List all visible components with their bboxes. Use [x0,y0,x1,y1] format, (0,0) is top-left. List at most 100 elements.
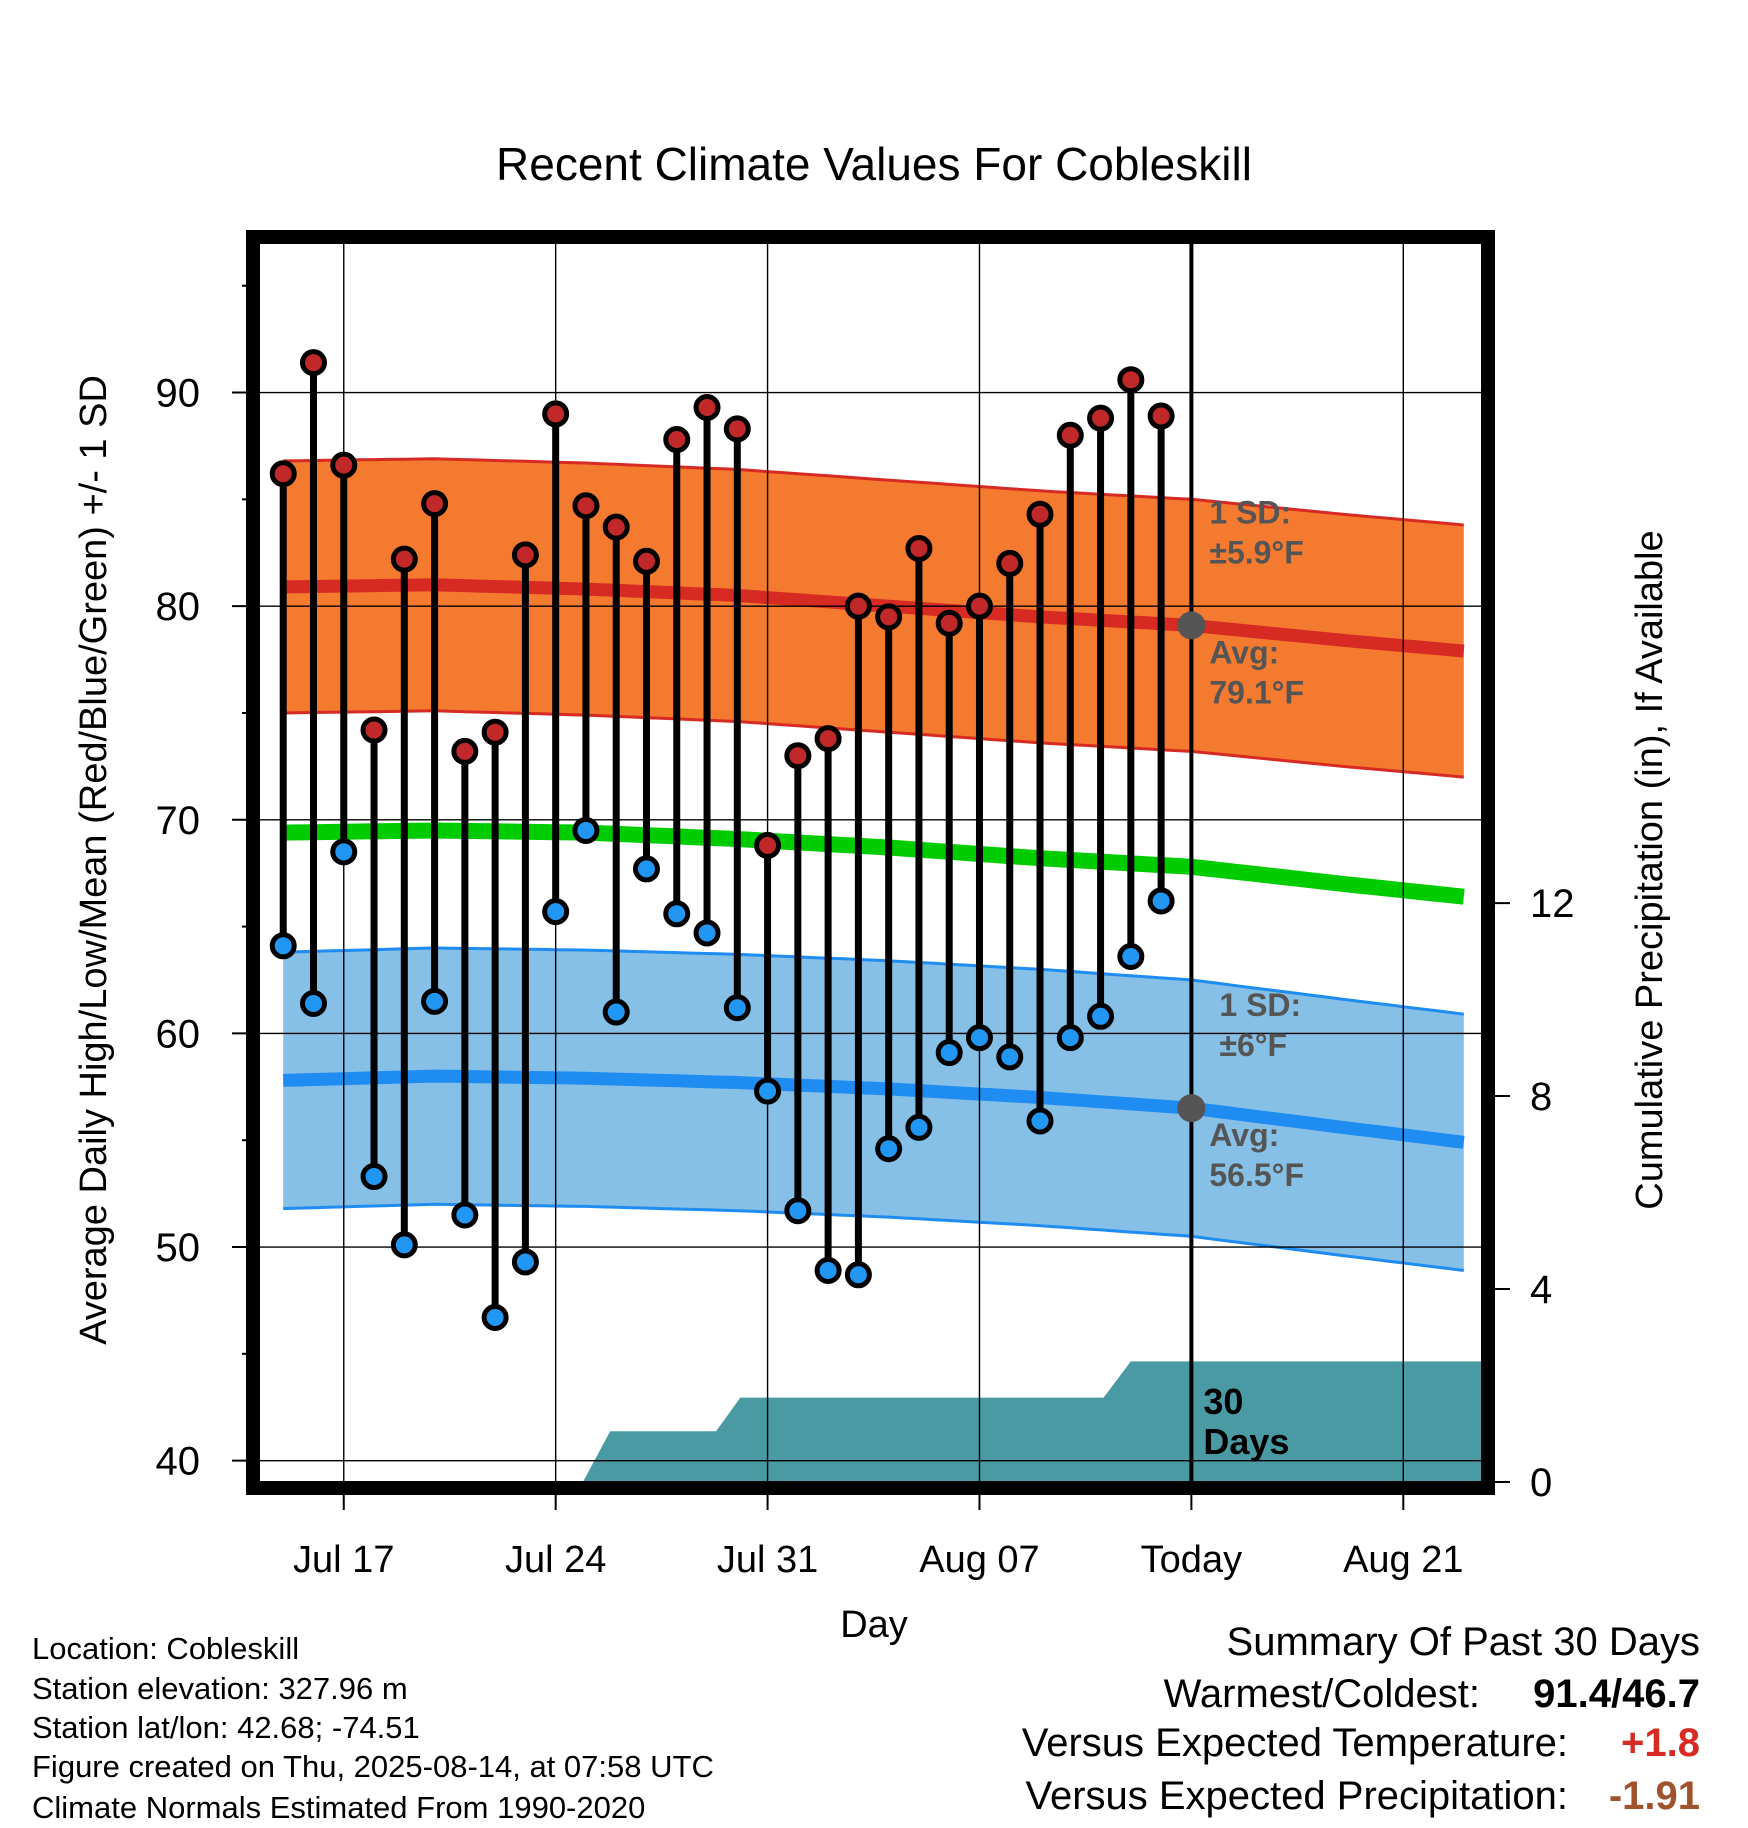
high-temp-point [330,451,358,479]
high-temp-point [1056,421,1084,449]
low-temp-point [663,900,691,928]
y-tick-label: 40 [156,1440,201,1484]
days-count-number: 30 [1203,1381,1243,1422]
high-temp-point [875,603,903,631]
low-temp-point [905,1113,933,1141]
low-temp-point [451,1201,479,1229]
high-normal-line [283,578,1465,658]
low-temp-point [390,1231,418,1259]
low-temp-point [784,1197,812,1225]
mean-normal-line [283,822,1465,905]
y2-tick-label: 12 [1530,882,1575,926]
high-temp-point [1087,404,1115,432]
y-tick-label: 50 [156,1226,201,1270]
high-temp-point [844,592,872,620]
high-avg-marker [1177,611,1206,640]
low-temp-point [360,1163,388,1191]
high-temp-point [996,549,1024,577]
high-temp-point [390,545,418,573]
low-temp-point [965,1024,993,1052]
low-sd-lower-edge [283,1202,1464,1272]
low-temp-point [1147,887,1175,915]
plot-frame [246,230,1495,1495]
x-tick-label: Jul 31 [717,1539,818,1581]
low-avg-label: Avg: [1209,1117,1279,1153]
high-temp-point [511,541,539,569]
high-sd-lower-edge [283,709,1464,779]
low-temp-point [511,1248,539,1276]
low-temp-point [1056,1024,1084,1052]
high-sd-upper-edge [283,457,1464,527]
low-temp-point [572,816,600,844]
y-tick-label: 80 [156,585,201,629]
y2-tick-label: 4 [1530,1268,1552,1312]
days-count-word: Days [1203,1421,1289,1462]
summary-title: Summary Of Past 30 Days [1226,1620,1700,1664]
high-temp-point [1117,366,1145,394]
high-temp-point [360,716,388,744]
high-temp-point [1026,500,1054,528]
warm-cold-value: 91.4/46.7 [1533,1672,1700,1716]
precip-departure-value: -1.91 [1608,1774,1700,1818]
y2-tick-label: 8 [1530,1075,1552,1119]
low-temp-point [602,998,630,1026]
x-tick-label: Today [1141,1539,1242,1581]
low-temp-point [754,1077,782,1105]
y-tick-label: 60 [156,1012,201,1056]
latlon-text: Station lat/lon: 42.68; -74.51 [32,1710,420,1745]
low-sd-label: 1 SD: [1219,987,1301,1023]
low-sd-value: ±6°F [1219,1027,1287,1063]
x-tick-label: Jul 24 [505,1539,606,1581]
temp-departure-value: +1.8 [1621,1721,1700,1765]
high-sd-label: 1 SD: [1209,494,1291,530]
low-temp-point [632,855,660,883]
low-temp-point [693,919,721,947]
low-temp-point [996,1043,1024,1071]
high-temp-point [754,831,782,859]
high-temp-point [784,742,812,770]
y2-tick-label: 0 [1530,1461,1552,1505]
high-temp-point [481,718,509,746]
temp-departure-label: Versus Expected Temperature: [1021,1721,1568,1765]
normals-text: Climate Normals Estimated From 1990-2020 [32,1790,646,1825]
high-temp-point [1147,402,1175,430]
high-temp-point [965,592,993,620]
y-tick-label: 70 [156,799,201,843]
high-temp-point [451,737,479,765]
chart-title: Recent Climate Values For Cobleskill [496,138,1252,190]
y2-axis-label: Cumulative Precipitation (in), If Availa… [1629,530,1671,1209]
x-axis-label: Day [840,1604,908,1646]
high-temp-point [663,426,691,454]
high-sd-band [283,458,1464,778]
y-axis-label: Average Daily High/Low/Mean (Red/Blue/Gr… [73,375,115,1345]
low-temp-point [935,1039,963,1067]
high-avg-label: Avg: [1209,634,1279,670]
low-avg-value: 56.5°F [1209,1157,1304,1193]
created-text: Figure created on Thu, 2025-08-14, at 07… [32,1749,714,1784]
low-temp-point [330,838,358,866]
low-temp-point [269,932,297,960]
high-temp-point [602,513,630,541]
low-temp-point [723,994,751,1022]
high-temp-point [269,460,297,488]
low-avg-marker [1177,1094,1206,1123]
high-temp-point [905,534,933,562]
low-temp-point [844,1261,872,1289]
low-temp-point [481,1304,509,1332]
high-temp-point [632,547,660,575]
low-normal-line [283,1069,1465,1149]
low-temp-point [1117,942,1145,970]
high-temp-point [542,400,570,428]
low-temp-point [1087,1002,1115,1030]
low-temp-point [299,989,327,1017]
elevation-text: Station elevation: 327.96 m [32,1671,408,1706]
low-temp-point [875,1135,903,1163]
high-temp-point [814,725,842,753]
precip-departure-label: Versus Expected Precipitation: [1025,1774,1568,1818]
high-temp-point [935,609,963,637]
x-tick-label: Aug 07 [919,1539,1039,1581]
low-sd-band [283,947,1464,1271]
high-temp-point [723,415,751,443]
high-avg-value: 79.1°F [1209,674,1304,710]
